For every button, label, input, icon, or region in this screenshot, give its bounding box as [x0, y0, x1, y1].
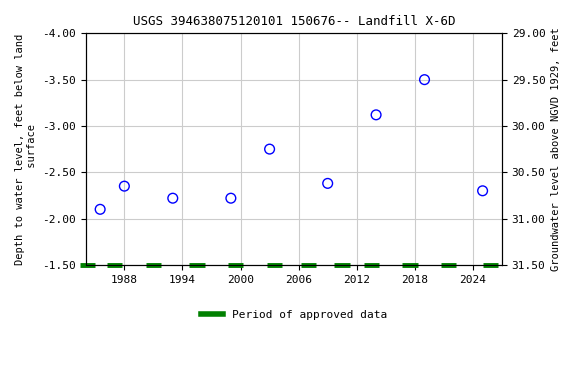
Point	[420, 76, 429, 83]
Point	[120, 183, 129, 189]
Point	[478, 188, 487, 194]
Point	[323, 180, 332, 187]
Point	[96, 206, 105, 212]
Title: USGS 394638075120101 150676-- Landfill X-6D: USGS 394638075120101 150676-- Landfill X…	[132, 15, 455, 28]
Point	[226, 195, 236, 201]
Point	[372, 112, 381, 118]
Legend: Period of approved data: Period of approved data	[196, 305, 392, 324]
Y-axis label: Groundwater level above NGVD 1929, feet: Groundwater level above NGVD 1929, feet	[551, 27, 561, 271]
Point	[168, 195, 177, 201]
Point	[265, 146, 274, 152]
Y-axis label: Depth to water level, feet below land
 surface: Depth to water level, feet below land su…	[15, 33, 37, 265]
